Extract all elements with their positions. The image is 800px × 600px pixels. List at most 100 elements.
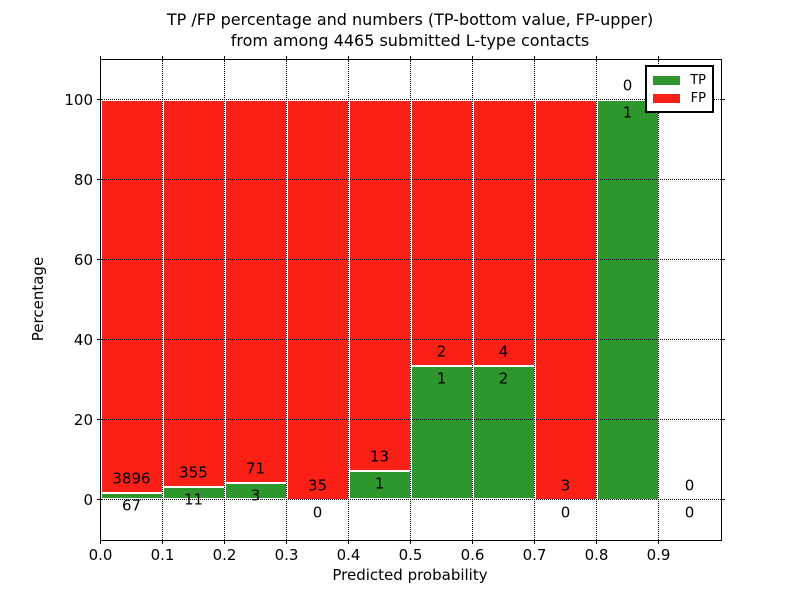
chart-title-line1: TP /FP percentage and numbers (TP-bottom… — [166, 10, 654, 29]
fp-count-0.3-0.4: 35 — [307, 476, 328, 494]
gridline-x-0.5 — [410, 59, 411, 540]
y-tick-label-20: 20 — [73, 410, 93, 429]
bar-fp-0.5-0.6 — [410, 99, 473, 367]
bar-tp-0.4-0.5 — [348, 470, 411, 500]
x-tick-top-0.5 — [410, 55, 411, 60]
fp-count-0.8-0.9: 0 — [622, 76, 633, 94]
x-tick-top-0.3 — [286, 55, 287, 60]
fp-count-0.7-0.8: 3 — [560, 476, 571, 494]
x-tick-top-0.1 — [162, 55, 163, 60]
x-tick-label-0.1: 0.1 — [150, 545, 175, 564]
x-tick-label-0.5: 0.5 — [398, 545, 423, 564]
y-tick-label-40: 40 — [73, 330, 93, 349]
bar-tp-0.5-0.6 — [410, 366, 473, 500]
x-tick-label-0.3: 0.3 — [274, 545, 299, 564]
y-tick-label-0: 0 — [83, 490, 93, 509]
tp-count-0.3-0.4: 0 — [312, 503, 323, 521]
y-tick-label-60: 60 — [73, 250, 93, 269]
bar-fp-0.6-0.7 — [472, 99, 535, 367]
x-tick-label-0.9: 0.9 — [646, 545, 671, 564]
x-tick-bottom-0.0 — [100, 539, 101, 544]
x-tick-top-0.0 — [100, 55, 101, 60]
x-tick-bottom-0.5 — [410, 539, 411, 544]
fp-count-0.0-0.1: 3896 — [112, 469, 151, 488]
x-tick-top-0.8 — [596, 55, 597, 60]
tp-count-0.2-0.3: 3 — [250, 486, 261, 505]
x-tick-label-0.8: 0.8 — [584, 545, 609, 564]
gridline-x-0.4 — [348, 59, 349, 540]
bar-fp-0.0-0.1 — [100, 99, 163, 493]
x-tick-top-0.4 — [348, 55, 349, 60]
y-axis-label: Percentage — [29, 256, 47, 342]
chart-title: TP /FP percentage and numbers (TP-bottom… — [167, 9, 653, 51]
tp-count-0.8-0.9: 1 — [622, 103, 633, 121]
legend-label-fp: FP — [690, 90, 706, 106]
x-tick-label-0.4: 0.4 — [336, 545, 361, 564]
y-tick-right-60 — [720, 259, 725, 260]
y-tick-label-100: 100 — [64, 90, 93, 109]
y-tick-left-40 — [96, 339, 101, 340]
x-tick-bottom-0.2 — [224, 539, 225, 544]
x-tick-bottom-0.3 — [286, 539, 287, 544]
fp-count-0.2-0.3: 71 — [245, 459, 266, 478]
fp-count-0.9-1.0: 0 — [684, 476, 695, 494]
legend: TP FP — [645, 65, 714, 113]
x-tick-bottom-0.1 — [162, 539, 163, 544]
tp-count-0.0-0.1: 67 — [121, 496, 142, 515]
y-tick-right-0 — [720, 499, 725, 500]
y-tick-right-80 — [720, 179, 725, 180]
y-tick-label-80: 80 — [73, 170, 93, 189]
legend-item-fp: FP — [653, 92, 706, 105]
x-tick-label-0.7: 0.7 — [522, 545, 547, 564]
x-tick-bottom-0.6 — [472, 539, 473, 544]
bar-fp-0.4-0.5 — [348, 99, 411, 471]
x-axis-label: Predicted probability — [332, 566, 488, 584]
y-tick-left-60 — [96, 259, 101, 260]
gridline-x-0.7 — [534, 59, 535, 540]
tp-count-0.5-0.6: 1 — [436, 369, 447, 388]
bar-fp-0.1-0.2 — [162, 99, 225, 488]
chart-title-line2: from among 4465 submitted L-type contact… — [230, 31, 590, 50]
y-tick-left-80 — [96, 179, 101, 180]
x-tick-bottom-0.4 — [348, 539, 349, 544]
gridline-x-0.6 — [472, 59, 473, 540]
x-tick-top-0.7 — [534, 55, 535, 60]
x-tick-top-0.2 — [224, 55, 225, 60]
legend-label-tp: TP — [690, 72, 706, 88]
x-tick-label-0.6: 0.6 — [460, 545, 485, 564]
gridline-x-0.1 — [162, 59, 163, 540]
x-tick-bottom-0.7 — [534, 539, 535, 544]
fp-count-0.5-0.6: 2 — [436, 342, 447, 361]
gridline-x-0.8 — [596, 59, 597, 540]
gridline-x-0.9 — [658, 59, 659, 540]
bar-tp-0.8-0.9 — [596, 99, 659, 500]
tp-count-0.9-1.0: 0 — [684, 503, 695, 521]
gridline-x-0.3 — [286, 59, 287, 540]
x-tick-top-0.9 — [658, 55, 659, 60]
y-tick-right-40 — [720, 339, 725, 340]
fp-count-0.1-0.2: 355 — [179, 463, 208, 482]
x-tick-label-0.2: 0.2 — [212, 545, 237, 564]
legend-swatch-fp-icon — [653, 93, 680, 103]
legend-swatch-tp-icon — [653, 75, 680, 85]
y-tick-left-0 — [96, 499, 101, 500]
x-tick-label-0.0: 0.0 — [88, 545, 113, 564]
gridline-x-0.2 — [224, 59, 225, 540]
x-tick-bottom-0.9 — [658, 539, 659, 544]
y-tick-right-100 — [720, 99, 725, 100]
y-tick-right-20 — [720, 419, 725, 420]
y-tick-left-20 — [96, 419, 101, 420]
tp-count-0.4-0.5: 1 — [374, 474, 385, 493]
tp-count-0.1-0.2: 11 — [183, 490, 204, 509]
tp-count-0.6-0.7: 2 — [498, 369, 509, 388]
bar-fp-0.7-0.8 — [534, 99, 597, 500]
fp-count-0.4-0.5: 13 — [369, 447, 390, 466]
x-tick-bottom-0.8 — [596, 539, 597, 544]
x-tick-top-0.6 — [472, 55, 473, 60]
bar-fp-0.2-0.3 — [224, 99, 287, 484]
y-tick-left-100 — [96, 99, 101, 100]
tp-count-0.7-0.8: 0 — [560, 503, 571, 521]
fp-count-0.6-0.7: 4 — [498, 342, 509, 361]
bar-fp-0.3-0.4 — [286, 99, 349, 500]
